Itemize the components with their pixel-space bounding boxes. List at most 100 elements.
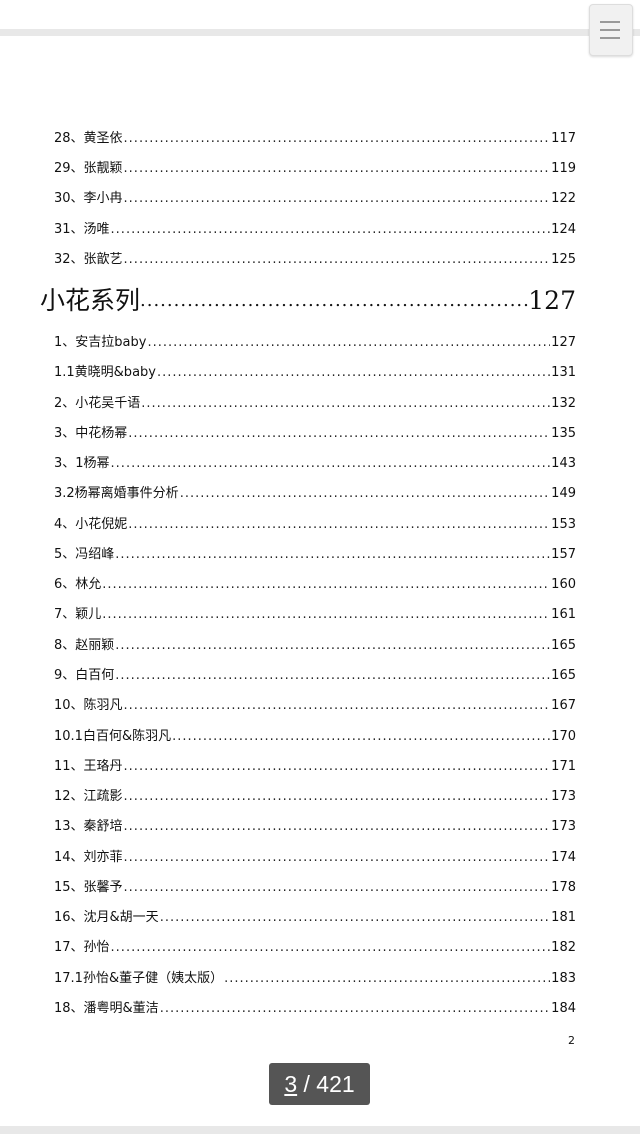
toc-entry-page: 149 xyxy=(551,486,576,502)
dot-leader: ........................................… xyxy=(123,758,551,774)
toc-entry[interactable]: 14、刘亦菲..................................… xyxy=(54,848,576,868)
toc-entry[interactable]: 10、陈羽凡..................................… xyxy=(54,696,576,716)
toc-entry-title: 18、潘粤明&董洁 xyxy=(54,1000,159,1016)
toc-entry-title: 12、江疏影 xyxy=(54,789,123,805)
dot-leader: ........................................… xyxy=(224,970,550,986)
toc-entry[interactable]: 12、江疏影..................................… xyxy=(54,787,576,807)
current-page: 3 xyxy=(284,1071,298,1097)
toc-entry-title: 13、秦舒培 xyxy=(54,819,123,835)
toc-entry[interactable]: 4、小花倪妮..................................… xyxy=(54,515,576,535)
toc-entry-title: 1.1黄晓明&baby xyxy=(54,365,156,381)
dot-leader: ........................................… xyxy=(123,698,551,714)
dot-leader: ........................................… xyxy=(141,395,550,411)
toc-entry-page: 119 xyxy=(551,161,576,177)
toc-entry[interactable]: 3、中花杨幂..................................… xyxy=(54,424,576,444)
toc-entry-page: 184 xyxy=(551,1000,576,1016)
dot-leader: ........................................… xyxy=(115,667,550,683)
toc-entry[interactable]: 1.1黄晓明&baby.............................… xyxy=(54,363,576,383)
toc-entry-title: 28、黄圣依 xyxy=(54,131,123,146)
toc-entry-page: 127 xyxy=(551,335,576,350)
toc-entry-page: 161 xyxy=(551,607,576,623)
dot-leader: ........................................… xyxy=(156,365,550,381)
toc-entry[interactable]: 13、秦舒培..................................… xyxy=(54,817,576,837)
toc-entry[interactable]: 30、李小冉..................................… xyxy=(54,189,576,209)
toc-entry[interactable]: 3、1杨幂...................................… xyxy=(54,454,576,474)
toc-entry-page: 122 xyxy=(551,191,576,207)
toc-entry-title: 4、小花倪妮 xyxy=(54,516,128,532)
toc-entry[interactable]: 16、沈月&胡一天...............................… xyxy=(54,908,576,928)
toc-entry[interactable]: 7、颖儿....................................… xyxy=(54,605,576,625)
toc-entry[interactable]: 3.2杨幂离婚事件分析.............................… xyxy=(54,484,576,504)
hamburger-line xyxy=(600,37,620,39)
dot-leader: ........................................… xyxy=(115,546,550,562)
toc-entry[interactable]: 9、白百何...................................… xyxy=(54,666,576,686)
toc-entry[interactable]: 32、张歆艺..................................… xyxy=(54,250,576,270)
toc-entry-title: 3、中花杨幂 xyxy=(54,425,128,441)
dot-leader: ........................................… xyxy=(159,910,550,926)
hamburger-line xyxy=(600,29,620,31)
dot-leader: ........................................… xyxy=(147,335,550,350)
toc-entry-page: 124 xyxy=(551,221,576,237)
toc-entry-page: 117 xyxy=(551,131,576,146)
page-indicator[interactable]: 3 / 421 xyxy=(269,1063,370,1105)
toc-entry[interactable]: 18、潘粤明&董洁...............................… xyxy=(54,999,576,1019)
dot-leader: ........................................… xyxy=(123,191,551,207)
dot-leader: ........................................… xyxy=(110,456,551,472)
dot-leader: ........................................… xyxy=(123,819,551,835)
toc-entry-title: 6、林允 xyxy=(54,577,102,593)
toc-entry[interactable]: 2、小花吴千语.................................… xyxy=(54,394,576,414)
toc-entry[interactable]: 10.1白百何&陈羽凡.............................… xyxy=(54,727,576,747)
toc-entry-title: 7、颖儿 xyxy=(54,607,102,623)
toc-entry[interactable]: 15、张馨予..................................… xyxy=(54,878,576,898)
menu-button[interactable] xyxy=(589,4,633,56)
hamburger-menu-icon xyxy=(600,21,620,23)
toc-entry[interactable]: 1、安吉拉baby...............................… xyxy=(54,333,576,353)
toc-entry-title: 17、孙怡 xyxy=(54,940,110,956)
top-divider xyxy=(0,29,640,36)
toc-entry-title: 11、王珞丹 xyxy=(54,758,123,774)
toc-entry-title: 31、汤唯 xyxy=(54,221,110,237)
toc-entry-title: 30、李小冉 xyxy=(54,191,123,207)
dot-leader: ........................................… xyxy=(123,251,551,267)
toc-entry-title: 32、张歆艺 xyxy=(54,251,123,267)
toc-entry[interactable]: 5、冯绍峰...................................… xyxy=(54,545,576,565)
toc-entry-page: 174 xyxy=(551,849,576,865)
toc-entry-title: 8、赵丽颖 xyxy=(54,637,115,653)
dot-leader: ........................................… xyxy=(110,940,551,956)
toc-entry-title: 10.1白百何&陈羽凡 xyxy=(54,728,172,744)
toc-entry[interactable]: 11、王珞丹..................................… xyxy=(54,757,576,777)
toc-entry-page: 165 xyxy=(551,637,576,653)
dot-leader: ........................................… xyxy=(110,221,551,237)
toc-entry-page: 157 xyxy=(551,546,576,562)
dot-leader: ........................................… xyxy=(123,131,551,146)
toc-entry-title: 14、刘亦菲 xyxy=(54,849,123,865)
toc-entry-title: 1、安吉拉baby xyxy=(54,335,147,350)
toc-entry-title: 2、小花吴千语 xyxy=(54,395,141,411)
dot-leader: ........................................… xyxy=(115,637,550,653)
toc-entry-title: 16、沈月&胡一天 xyxy=(54,910,159,926)
toc-entry[interactable]: 28、黄圣依..................................… xyxy=(54,129,576,149)
dot-leader: ........................................… xyxy=(123,879,551,895)
toc-entry-page: 173 xyxy=(551,789,576,805)
toc-entry-page: 181 xyxy=(551,910,576,926)
toc-entry[interactable]: 8、赵丽颖...................................… xyxy=(54,636,576,656)
dot-leader: ........................................… xyxy=(159,1000,550,1016)
toc-entry[interactable]: 17.1孙怡&董子健（姨太版）.........................… xyxy=(54,969,576,989)
dot-leader: ........................................… xyxy=(102,607,550,623)
toc-entry[interactable]: 29、张靓颖..................................… xyxy=(54,159,576,179)
toc-entry[interactable]: 17、孙怡...................................… xyxy=(54,938,576,958)
dot-leader: ........................................… xyxy=(179,486,550,502)
dot-leader: ........................................… xyxy=(140,290,529,311)
toc-entry[interactable]: 31、汤唯...................................… xyxy=(54,220,576,240)
toc-section-heading[interactable]: 小花系列 ...................................… xyxy=(40,283,576,319)
toc-entry-title: 17.1孙怡&董子健（姨太版） xyxy=(54,970,224,986)
toc-entry-page: 170 xyxy=(551,728,576,744)
dot-leader: ........................................… xyxy=(128,425,550,441)
toc-entry-title: 10、陈羽凡 xyxy=(54,698,123,714)
toc-entry[interactable]: 6、林允....................................… xyxy=(54,575,576,595)
toc-entry-page: 178 xyxy=(551,879,576,895)
bottom-divider xyxy=(0,1126,640,1134)
toc-entry-page: 182 xyxy=(551,940,576,956)
toc-entry-title: 15、张馨予 xyxy=(54,879,123,895)
toc-entry-page: 183 xyxy=(551,970,576,986)
